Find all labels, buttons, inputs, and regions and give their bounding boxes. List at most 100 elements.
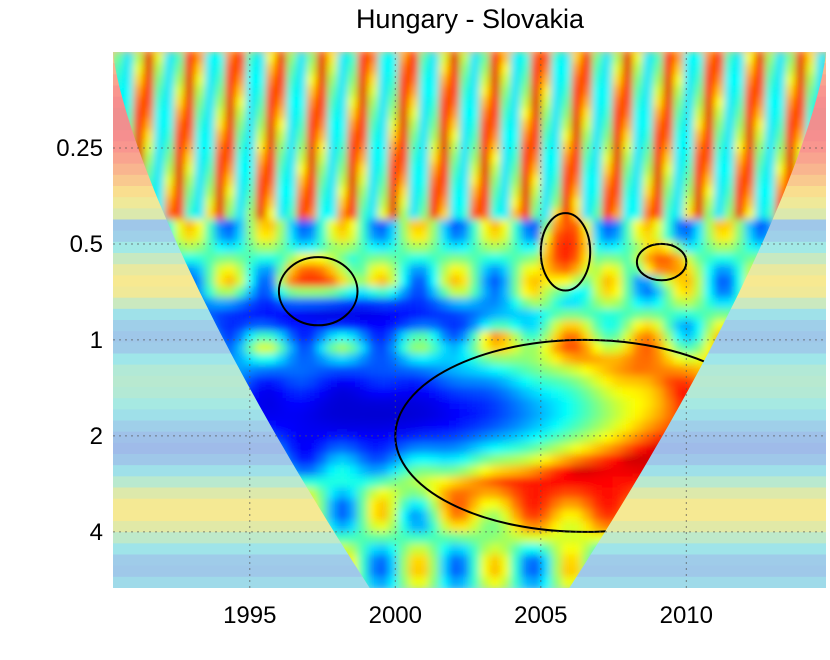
heat-cell xyxy=(571,442,583,455)
heat-cell xyxy=(265,308,277,321)
heat-cell xyxy=(408,107,420,120)
heat-cell xyxy=(571,241,583,254)
heat-cell xyxy=(540,398,552,411)
heat-cell xyxy=(632,308,644,321)
heat-cell xyxy=(673,152,685,165)
heat-cell xyxy=(724,241,736,254)
heat-cell xyxy=(469,219,481,232)
heat-cell xyxy=(255,364,267,377)
heat-cell xyxy=(377,554,390,567)
heat-cell xyxy=(428,286,440,299)
x-tick-label: 1995 xyxy=(223,602,276,629)
heat-cell xyxy=(673,197,685,210)
heat-cell xyxy=(581,107,593,120)
heat-cell xyxy=(143,85,155,98)
heat-cell xyxy=(306,353,318,366)
heat-cell xyxy=(805,85,817,98)
x-tick-label: 2010 xyxy=(660,602,713,629)
heat-cell xyxy=(469,398,481,411)
heat-cell xyxy=(275,409,288,422)
heat-cell xyxy=(754,85,766,98)
heat-cell xyxy=(367,375,379,388)
heat-cell xyxy=(632,85,644,98)
heat-cell xyxy=(601,107,614,120)
heat-cell xyxy=(601,74,614,87)
heat-cell xyxy=(510,375,522,388)
heat-cell xyxy=(530,275,542,288)
heat-cell xyxy=(133,52,145,65)
heat-cell xyxy=(469,576,481,588)
heat-cell xyxy=(459,241,471,254)
heat-cell xyxy=(479,431,491,444)
heat-cell xyxy=(449,364,461,377)
heat-cell xyxy=(561,297,573,310)
heat-cell xyxy=(530,387,542,400)
heat-cell xyxy=(703,241,715,254)
heat-cell xyxy=(398,521,410,534)
heat-cell xyxy=(326,241,339,254)
heat-cell xyxy=(591,342,603,355)
heat-cell xyxy=(377,543,390,556)
heat-cell xyxy=(632,96,644,109)
heat-cell xyxy=(550,543,563,556)
heat-cell xyxy=(418,197,430,210)
heat-cell xyxy=(591,398,603,411)
heat-cell xyxy=(377,387,390,400)
heat-cell xyxy=(153,63,165,76)
heat-cell xyxy=(377,219,390,232)
heat-cell xyxy=(571,364,583,377)
heat-cell xyxy=(489,230,502,243)
heat-cell xyxy=(520,543,532,556)
heat-cell xyxy=(367,52,379,65)
heat-cell xyxy=(652,286,665,299)
heat-cell xyxy=(306,52,318,65)
heat-cell xyxy=(255,275,267,288)
heat-cell xyxy=(184,241,196,254)
heat-cell xyxy=(683,163,695,176)
heat-cell xyxy=(469,141,481,154)
heat-cell xyxy=(530,163,542,176)
heat-cell xyxy=(510,465,522,478)
heat-cell xyxy=(622,420,634,433)
heat-cell xyxy=(143,107,155,120)
heat-cell xyxy=(174,241,186,254)
heat-cell xyxy=(408,241,420,254)
heat-cell xyxy=(520,409,532,422)
chart-title: Hungary - Slovakia xyxy=(356,4,585,34)
heat-cell xyxy=(673,253,685,266)
heat-cell xyxy=(591,308,603,321)
heat-cell xyxy=(275,163,288,176)
heat-cell xyxy=(642,353,654,366)
heat-cell xyxy=(601,331,614,344)
heat-cell xyxy=(561,509,573,522)
heat-cell xyxy=(489,364,502,377)
heat-cell xyxy=(632,364,644,377)
heat-cell xyxy=(489,543,502,556)
heat-cell xyxy=(316,476,328,489)
heat-cell xyxy=(550,342,563,355)
heat-cell xyxy=(673,297,685,310)
heat-cell xyxy=(286,308,298,321)
heat-cell xyxy=(153,74,165,87)
heat-cell xyxy=(357,465,369,478)
heat-cell xyxy=(398,163,410,176)
heat-cell xyxy=(337,63,349,76)
heat-cell xyxy=(347,465,359,478)
heat-cell xyxy=(449,431,461,444)
heat-cell xyxy=(612,476,624,489)
heat-cell xyxy=(255,264,267,277)
heat-cell xyxy=(225,253,237,266)
heat-cell xyxy=(306,174,318,187)
heat-cell xyxy=(489,208,502,221)
heat-cell xyxy=(520,465,532,478)
heat-cell xyxy=(622,375,634,388)
heat-cell xyxy=(724,286,736,299)
heat-cell xyxy=(581,152,593,165)
heat-cell xyxy=(408,230,420,243)
heat-cell xyxy=(367,107,379,120)
heat-cell xyxy=(255,74,267,87)
heat-cell xyxy=(275,52,288,65)
heat-cell xyxy=(296,163,308,176)
heat-cell xyxy=(622,342,634,355)
heat-cell xyxy=(306,320,318,333)
